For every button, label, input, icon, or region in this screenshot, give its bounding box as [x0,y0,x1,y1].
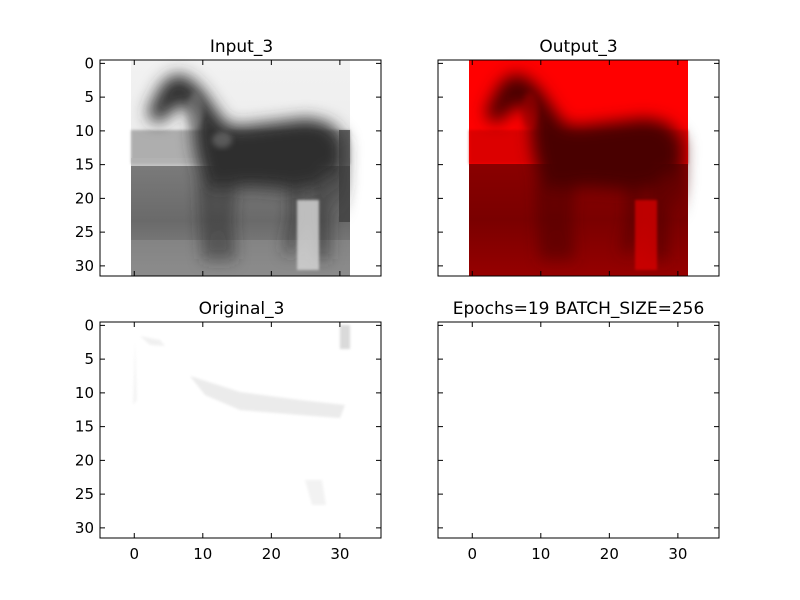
x-tick-label: 0 [129,545,139,563]
image-input [131,60,350,276]
y-tick-label: 5 [84,88,94,106]
image-output [469,60,688,276]
y-tick-label: 0 [84,316,94,334]
x-tick-label: 30 [668,545,687,563]
x-tick-label: 0 [467,545,477,563]
x-tick-label: 30 [330,545,349,563]
subplot-title-original: Original_3 [199,299,285,319]
y-tick-label: 25 [75,223,94,241]
y-tick-label: 30 [75,257,94,275]
y-tick-label: 15 [75,418,94,436]
subplot-title-input: Input_3 [210,37,273,57]
subplot-title-output: Output_3 [539,37,617,57]
y-tick-label: 15 [75,156,94,174]
x-tick-label: 20 [600,545,619,563]
x-tick-label: 10 [193,545,212,563]
axes-frame-epochs [437,321,720,539]
subplot-original: Original_3 [99,299,382,539]
x-tick-label: 20 [262,545,281,563]
y-tick-label: 20 [75,189,94,207]
image-original [131,322,350,538]
ticks-layer: 0 5 10 15 20 25 30 0 5 10 15 20 25 30 0 10 20 30 0 10 20 30 [75,54,719,563]
subplot-input: Input_3 [99,37,382,277]
y-tick-label: 20 [75,451,94,469]
y-tick-label: 10 [75,122,94,140]
y-tick-label: 10 [75,384,94,402]
subplot-title-epochs: Epochs=19 BATCH_SIZE=256 [453,299,705,319]
axes-frame-output [437,59,720,277]
y-tick-label: 25 [75,485,94,503]
y-tick-label: 30 [75,519,94,537]
y-tick-label: 5 [84,350,94,368]
axes-frame-original [99,321,382,539]
subplot-epochs: Epochs=19 BATCH_SIZE=256 [437,299,720,539]
subplot-output: Output_3 [437,37,720,277]
axes-frame-input [99,59,382,277]
x-tick-label: 10 [531,545,550,563]
y-tick-label: 0 [84,54,94,72]
